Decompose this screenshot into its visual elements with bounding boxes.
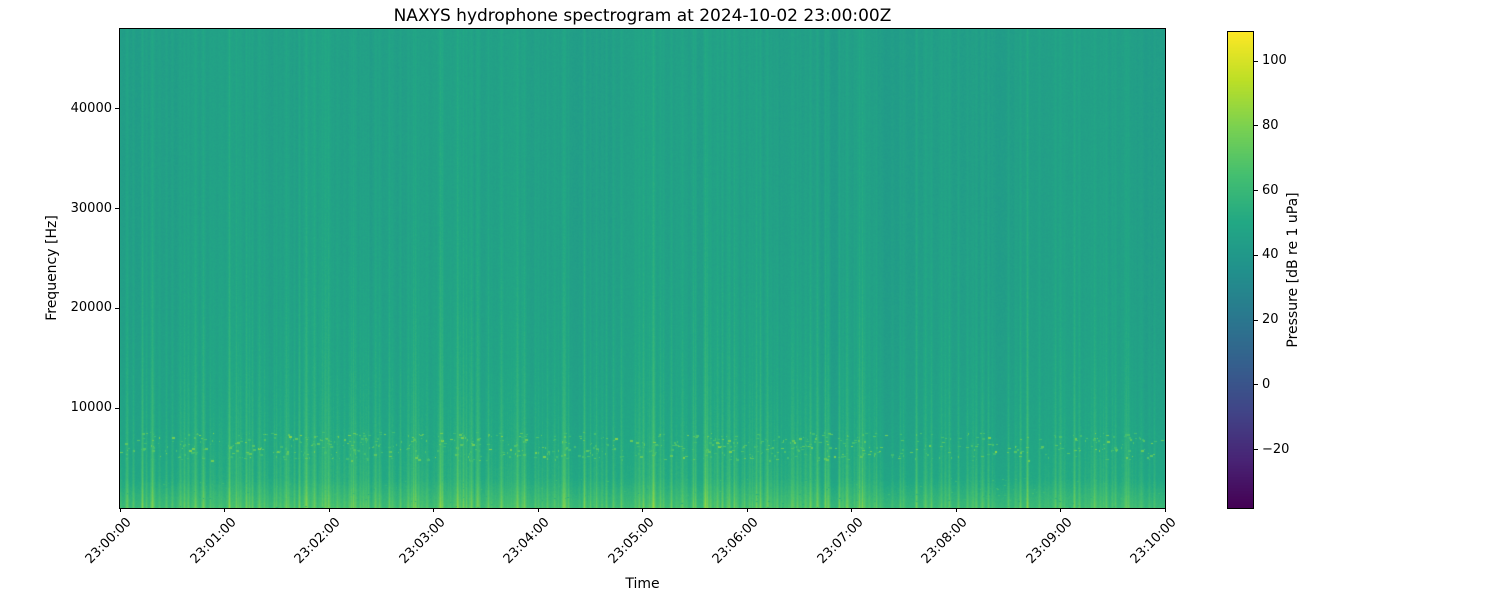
y-tickmark [115,108,119,110]
colorbar-gradient [1228,32,1253,508]
plot-area [119,28,1166,509]
x-tick-label: 23:10:00 [1127,515,1180,567]
y-tick-label: 40000 [70,100,112,116]
x-tick-label: 23:07:00 [814,515,867,567]
x-tickmark [642,508,643,512]
spectrogram-heatmap [120,29,1165,508]
colorbar-tick-label: 80 [1262,117,1279,133]
figure-title: NAXYS hydrophone spectrogram at 2024-10-… [393,6,892,26]
y-tickmark [115,407,119,409]
y-tickmark [115,307,119,309]
x-tick-label: 23:01:00 [187,515,240,567]
colorbar-tickmark [1254,125,1258,127]
x-tickmark [537,508,539,512]
colorbar-tick-label: 60 [1262,182,1279,198]
x-tick-label: 23:09:00 [1023,515,1076,567]
colorbar-tickmark [1254,319,1258,321]
colorbar-tick-label: 20 [1262,312,1279,328]
x-tick-label: 23:06:00 [709,515,762,567]
colorbar-tick-label: 0 [1262,376,1271,392]
x-tick-label: 23:08:00 [918,515,971,567]
x-tick-label: 23:05:00 [605,515,658,567]
x-tick-label: 23:00:00 [82,515,135,567]
colorbar-tickmark [1254,384,1258,386]
x-tickmark [746,508,748,512]
y-tick-label: 20000 [70,300,112,316]
colorbar-tick-label: −20 [1262,441,1290,457]
y-tick-label: 10000 [70,400,112,416]
x-axis-label: Time [625,576,660,592]
x-tick-label: 23:03:00 [396,515,449,567]
x-tick-label: 23:04:00 [500,515,553,567]
colorbar-tick-label: 100 [1262,53,1287,69]
x-tickmark [955,508,957,512]
x-tickmark [1164,508,1166,512]
x-tickmark [328,508,330,512]
x-tickmark [119,508,121,512]
x-tickmark [224,508,225,512]
y-tick-label: 30000 [70,200,112,216]
colorbar-tickmark [1254,449,1258,451]
x-tickmark [1060,508,1061,512]
colorbar-label: Pressure [dB re 1 uPa] [1285,192,1301,348]
colorbar [1227,31,1254,509]
colorbar-tick-label: 40 [1262,247,1279,263]
y-tickmark [115,208,119,210]
x-tick-label: 23:02:00 [291,515,344,567]
colorbar-tickmark [1254,60,1258,62]
colorbar-tickmark [1254,254,1258,256]
x-tickmark [851,508,852,512]
colorbar-tickmark [1254,190,1258,192]
x-tickmark [433,508,434,512]
